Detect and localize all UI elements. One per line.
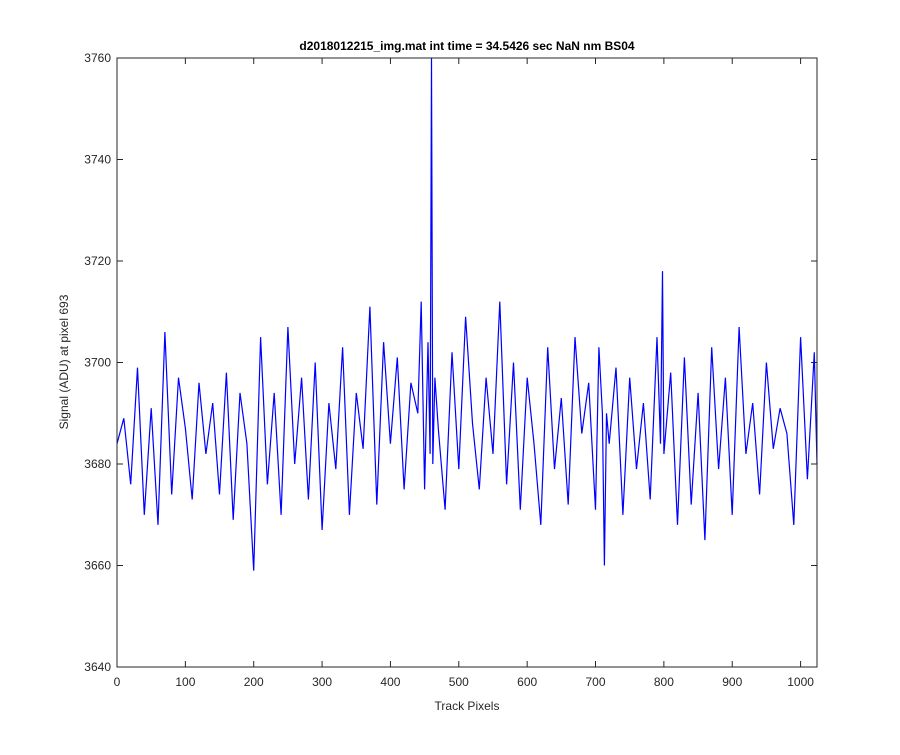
x-tick-label: 0	[114, 675, 121, 689]
plot-area-frame	[116, 57, 818, 668]
y-tick-label: 3680	[84, 457, 111, 471]
y-tick-label: 3640	[84, 660, 111, 674]
y-axis-label: Signal (ADU) at pixel 693	[57, 294, 71, 429]
y-tick-label: 3720	[84, 254, 111, 268]
x-axis-label: Track Pixels	[435, 699, 500, 713]
chart-title: d2018012215_img.mat int time = 34.5426 s…	[299, 39, 635, 53]
x-tick-label: 700	[586, 675, 606, 689]
y-tick-label: 3700	[84, 356, 111, 370]
series-line	[116, 57, 818, 571]
y-tick-label: 3660	[84, 559, 111, 573]
y-tick-label: 3760	[84, 51, 111, 65]
x-tick-label: 900	[722, 675, 742, 689]
x-tick-label: 1000	[787, 675, 814, 689]
x-tick-label: 100	[175, 675, 195, 689]
x-tick-label: 800	[654, 675, 674, 689]
x-tick-label: 200	[244, 675, 264, 689]
x-tick-label: 300	[312, 675, 332, 689]
tick-layer: 0 100 200 300 400 500 600 700 800 900 1000 3640 3660…	[84, 51, 817, 689]
y-tick-label: 3740	[84, 153, 111, 167]
x-tick-label: 600	[517, 675, 537, 689]
x-tick-label: 400	[380, 675, 400, 689]
plot-area-background	[117, 58, 817, 667]
x-tick-label: 500	[449, 675, 469, 689]
